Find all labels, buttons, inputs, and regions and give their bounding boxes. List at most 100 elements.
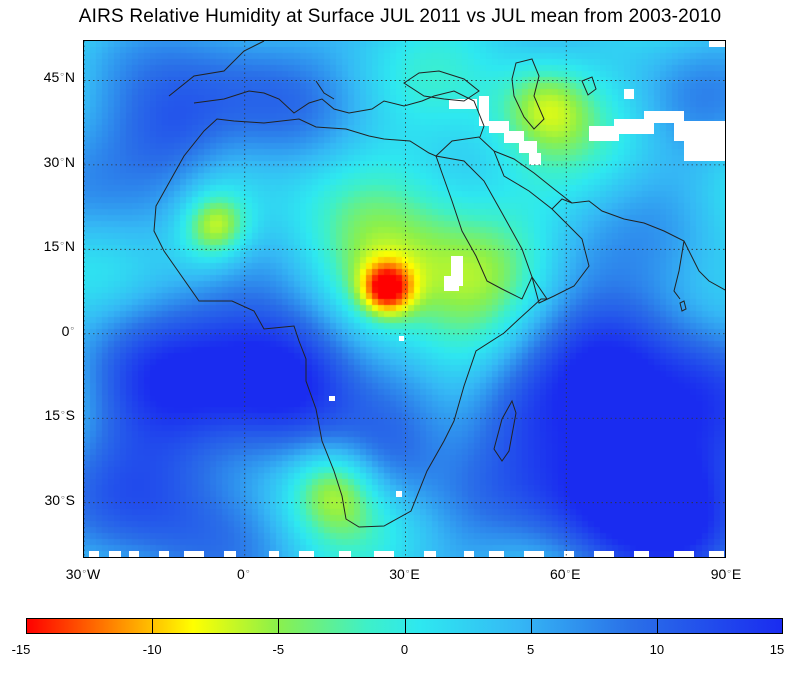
longitude-label: 30○W	[66, 566, 100, 582]
colorbar-tick	[656, 619, 658, 633]
no-data-patch	[424, 551, 436, 557]
degree-symbol: ○	[727, 569, 731, 575]
no-data-patch	[109, 551, 121, 557]
longitude-hemisphere: E	[410, 566, 420, 582]
no-data-patch	[374, 551, 394, 557]
colorbar-tick	[152, 619, 154, 633]
no-data-patch	[489, 551, 504, 557]
colorbar-label: 5	[527, 642, 535, 657]
no-data-patch	[489, 121, 509, 133]
degree-symbol: ○	[61, 410, 65, 417]
longitude-hemisphere: E	[731, 566, 742, 582]
no-data-patch	[674, 551, 694, 557]
colorbar-label: 15	[769, 642, 785, 657]
degree-symbol: ○	[60, 156, 64, 163]
no-data-patch	[396, 491, 402, 497]
coastline-asia	[493, 150, 725, 300]
no-data-patch	[449, 99, 477, 109]
no-data-patch	[269, 551, 279, 557]
no-data-patch	[184, 551, 204, 557]
latitude-value: 45	[43, 69, 60, 86]
latitude-label: 15○S	[44, 407, 75, 423]
no-data-patch	[684, 136, 725, 161]
degree-symbol: ○	[405, 569, 410, 575]
degree-symbol: ○	[82, 569, 86, 575]
no-data-patch	[504, 131, 524, 143]
latitude-label: 30○N	[44, 154, 75, 170]
chart-title: AIRS Relative Humidity at Surface JUL 20…	[78, 6, 722, 27]
no-data-patch	[564, 551, 574, 557]
no-data-patch	[444, 276, 459, 291]
latitude-value: 15	[43, 238, 60, 255]
no-data-patch	[704, 126, 725, 136]
no-data-patch	[224, 551, 236, 557]
no-data-patch	[479, 96, 489, 126]
coastline-caspian	[511, 58, 545, 130]
latitude-hemisphere: N	[64, 153, 75, 170]
no-data-patch	[464, 551, 474, 557]
longitude-value: 30	[389, 566, 405, 582]
longitude-value: 60	[549, 566, 566, 582]
humidity-anomaly-map	[83, 40, 726, 558]
no-data-patch	[329, 396, 335, 401]
latitude-value: 30	[44, 491, 61, 508]
no-data-patch	[709, 551, 724, 557]
colorbar-label: 10	[649, 642, 665, 657]
degree-symbol: ○	[61, 494, 65, 501]
colorbar-tick	[278, 619, 280, 633]
longitude-label: 90○E	[711, 566, 742, 582]
no-data-patch	[644, 111, 684, 123]
latitude-label: 45○N	[44, 69, 75, 85]
colorbar-tick	[530, 619, 532, 633]
degree-symbol: ○	[60, 241, 64, 248]
gridlines	[84, 41, 725, 557]
longitude-value: 0	[237, 566, 245, 582]
no-data-patch	[589, 126, 619, 141]
coastline-black-sea	[403, 70, 480, 102]
latitude-label: 0○	[62, 323, 75, 339]
no-data-patch	[624, 89, 634, 99]
coastline-europe	[168, 41, 485, 138]
coastline-sri-lanka	[679, 300, 687, 312]
colorbar-label: -10	[142, 642, 162, 657]
latitude-hemisphere: N	[64, 69, 75, 86]
degree-symbol: ○	[245, 569, 250, 575]
longitude-label: 30○E	[389, 566, 420, 582]
latitude-hemisphere: S	[65, 491, 75, 508]
longitude-hemisphere: E	[571, 566, 581, 582]
coastline-africa	[153, 118, 548, 528]
longitude-value: 90	[710, 566, 727, 582]
degree-symbol: ○	[70, 325, 74, 332]
no-data-patch	[594, 551, 614, 557]
longitude-value: 30	[65, 566, 82, 582]
no-data-patch	[159, 551, 169, 557]
coastline-madagascar	[493, 399, 517, 462]
coastline-aral	[581, 76, 597, 96]
colorbar-label: 0	[400, 642, 409, 657]
latitude-value: 30	[43, 153, 60, 170]
latitude-hemisphere: S	[65, 407, 75, 424]
latitude-value: 15	[44, 407, 61, 424]
colorbar-tick	[404, 619, 406, 633]
longitude-label: 0○	[237, 566, 250, 582]
map-overlay	[84, 41, 725, 557]
longitude-hemisphere: W	[86, 566, 101, 582]
no-data-patch	[89, 551, 99, 557]
latitude-label: 30○S	[44, 492, 75, 508]
colorbar	[26, 618, 783, 634]
no-data-patch	[709, 41, 725, 47]
no-data-patch	[529, 153, 541, 165]
colorbar-label: -15	[11, 642, 31, 657]
no-data-patch	[299, 551, 314, 557]
no-data-patches	[89, 41, 725, 557]
latitude-value: 0	[61, 322, 70, 339]
latitude-hemisphere: N	[64, 238, 75, 255]
no-data-patch	[519, 141, 537, 153]
no-data-patch	[129, 551, 139, 557]
coastlines	[153, 41, 725, 528]
longitude-label: 60○E	[550, 566, 581, 582]
latitude-label: 15○N	[44, 238, 75, 254]
no-data-patch	[634, 551, 649, 557]
degree-symbol: ○	[566, 569, 571, 575]
no-data-patch	[339, 551, 351, 557]
